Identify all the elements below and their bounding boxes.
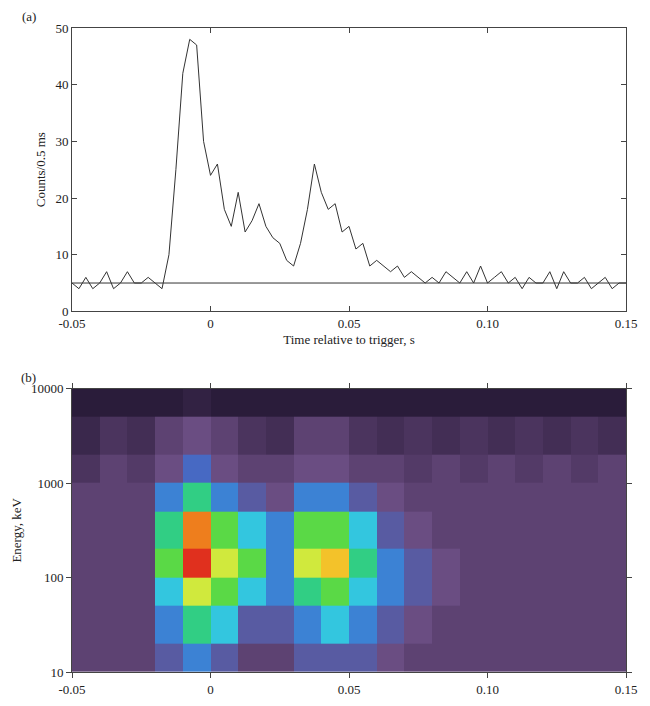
svg-text:(a): (a) bbox=[22, 9, 36, 24]
svg-text:0.05: 0.05 bbox=[338, 316, 361, 331]
svg-text:0.15: 0.15 bbox=[615, 316, 638, 331]
svg-text:0.05: 0.05 bbox=[338, 682, 361, 697]
svg-text:0.10: 0.10 bbox=[476, 682, 499, 697]
svg-text:0: 0 bbox=[207, 682, 214, 697]
svg-text:Time relative to trigger, s: Time relative to trigger, s bbox=[283, 332, 415, 347]
svg-text:20: 20 bbox=[55, 191, 68, 206]
svg-text:10000: 10000 bbox=[31, 381, 64, 396]
svg-text:Energy, keV: Energy, keV bbox=[9, 497, 24, 562]
svg-text:40: 40 bbox=[55, 77, 68, 92]
svg-text:10: 10 bbox=[55, 247, 68, 262]
svg-text:50: 50 bbox=[55, 21, 68, 36]
svg-text:0.10: 0.10 bbox=[476, 316, 499, 331]
svg-text:1000: 1000 bbox=[37, 476, 63, 491]
svg-text:-0.05: -0.05 bbox=[58, 682, 85, 697]
svg-text:0.15: 0.15 bbox=[615, 682, 638, 697]
svg-text:0: 0 bbox=[207, 316, 214, 331]
svg-text:-0.05: -0.05 bbox=[58, 316, 85, 331]
svg-text:30: 30 bbox=[55, 134, 68, 149]
svg-text:100: 100 bbox=[44, 570, 64, 585]
svg-text:(b): (b) bbox=[21, 370, 36, 385]
svg-text:Counts/0.5 ms: Counts/0.5 ms bbox=[33, 132, 48, 207]
svg-text:10: 10 bbox=[50, 665, 63, 680]
svg-text:0: 0 bbox=[62, 304, 69, 319]
